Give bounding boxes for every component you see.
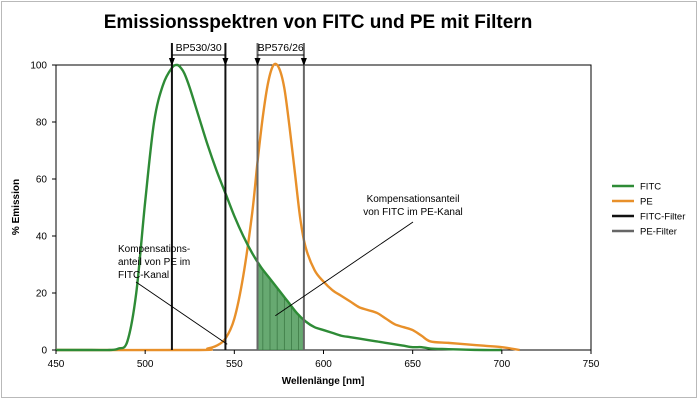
shaded-overlap-area xyxy=(257,261,304,350)
filter-layer: BP530/30 BP576/26 xyxy=(168,42,307,350)
legend-entry: FITC-Filter xyxy=(640,212,685,223)
y-axis-label: % Emission xyxy=(11,179,22,235)
y-tick-label: 0 xyxy=(41,346,47,357)
y-tick-label: 40 xyxy=(36,232,48,243)
filter-arrow-icon xyxy=(300,58,307,66)
shaded-region xyxy=(257,261,304,350)
plot-border xyxy=(55,64,592,351)
x-tick-label: 500 xyxy=(137,359,154,370)
annotation-text: von FITC im PE-Kanal xyxy=(363,207,462,218)
filter-arrow-icon xyxy=(254,58,261,66)
x-tick-label: 700 xyxy=(493,359,510,370)
filter-label: BP576/26 xyxy=(258,42,304,54)
x-tick-label: 650 xyxy=(404,359,421,370)
annotation-text: Kompensationsanteil xyxy=(367,194,460,205)
chart-title: Emissionsspektren von FITC und PE mit Fi… xyxy=(104,12,533,33)
plot-area: BP530/30 BP576/26 Kompensations-anteil vo… xyxy=(55,42,592,352)
legend-entry: PE-Filter xyxy=(640,227,677,238)
x-axis-label: Wellenlänge [nm] xyxy=(282,376,365,387)
legend: FITC PE FITC-Filter PE-Filter xyxy=(612,182,685,238)
series-layer xyxy=(55,62,520,352)
fitc-curve xyxy=(56,63,502,352)
annotation-layer: Kompensations-anteil von PE im FITC-Kanal… xyxy=(118,194,463,345)
y-tick-label: 100 xyxy=(30,61,47,72)
filter-label: BP530/30 xyxy=(176,42,222,54)
annotation-text: FITC-Kanal xyxy=(118,270,169,281)
x-tick-label: 750 xyxy=(583,359,600,370)
annotation-text: anteil von PE im xyxy=(118,257,190,268)
y-tick-label: 60 xyxy=(36,175,48,186)
y-tick-label: 80 xyxy=(36,118,48,129)
filter-arrow-icon xyxy=(222,58,229,66)
x-axis: 450 500 550 600 650 700 750 xyxy=(48,350,600,370)
pe-curve xyxy=(55,62,520,352)
x-tick-label: 600 xyxy=(315,359,332,370)
filter-arrow-icon xyxy=(168,58,175,66)
legend-entry: PE xyxy=(640,197,653,208)
annotation-text: Kompensations- xyxy=(118,244,190,255)
y-tick-label: 20 xyxy=(36,289,48,300)
x-tick-label: 450 xyxy=(48,359,65,370)
y-axis: 0 20 40 60 80 100 xyxy=(30,61,56,357)
annotation-leader-line xyxy=(275,221,414,317)
x-tick-label: 550 xyxy=(226,359,243,370)
legend-entry: FITC xyxy=(640,182,661,193)
annotation-leader-line xyxy=(135,281,228,345)
